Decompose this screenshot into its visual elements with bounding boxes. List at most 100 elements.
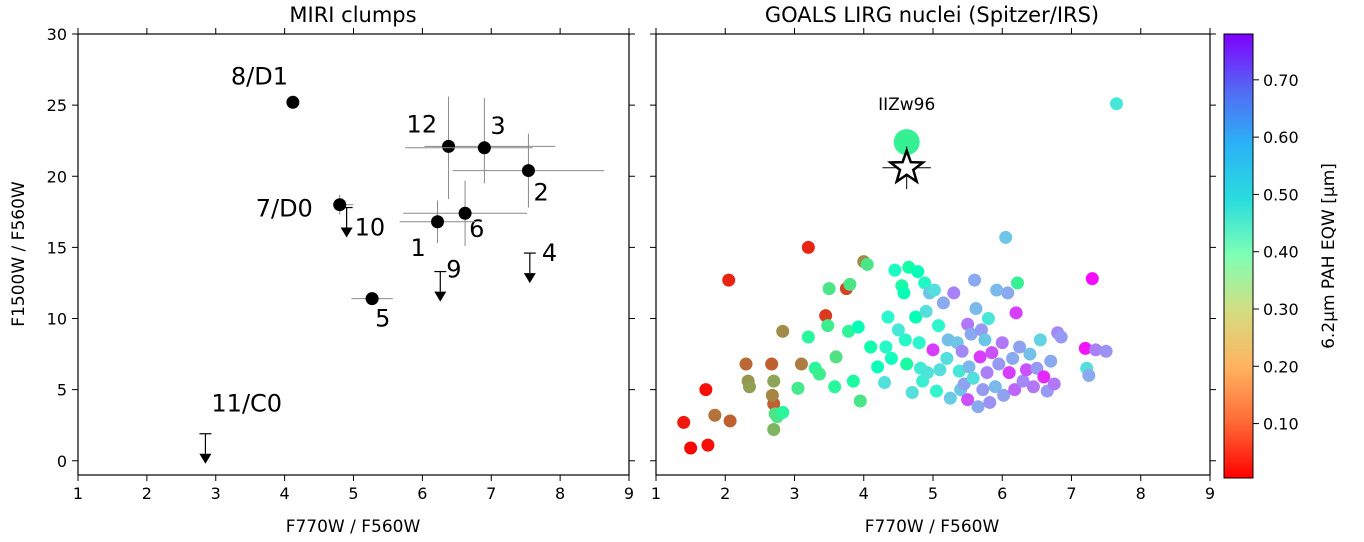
lirg-point [968, 273, 982, 287]
lirg-point [997, 388, 1011, 402]
lirg-point [920, 366, 934, 380]
colorbar-tick-label: 0.30 [1263, 300, 1299, 319]
lirg-point [1013, 340, 1027, 354]
upper-limit-arrow [523, 273, 536, 284]
lirg-point [969, 302, 983, 316]
lirg-point [871, 360, 885, 374]
lirg-point [1026, 380, 1040, 394]
iizw96-label: IIZw96 [878, 95, 935, 115]
clump-point [333, 198, 347, 212]
lirg-point [708, 408, 722, 422]
upper-limit-label: 9 [446, 256, 461, 284]
upper-limit-arrow [340, 227, 353, 238]
lirg-point [842, 324, 856, 338]
goals-lirg-panel: GOALS LIRG nuclei (Spitzer/IRS) IIZw96 1… [650, 3, 1216, 537]
lirg-point [881, 310, 895, 324]
lirg-point [742, 380, 756, 394]
lirg-point [851, 320, 865, 334]
p1-xtick-label: 7 [486, 484, 496, 503]
lirg-point [765, 357, 779, 371]
star-marker [887, 147, 927, 185]
lirg-point [980, 366, 994, 380]
lirg-point [1033, 333, 1047, 347]
lirg-point [911, 265, 925, 279]
panel1-title: MIRI clumps [289, 3, 416, 27]
lirg-point [929, 384, 943, 398]
clump-label: 8/D1 [231, 62, 288, 90]
p2-xtick-label: 9 [1205, 484, 1215, 503]
lirg-point [947, 286, 961, 300]
colorbar-tick-label: 0.70 [1263, 71, 1299, 90]
lirg-point [846, 374, 860, 388]
p2-xtick-label: 3 [789, 484, 799, 503]
lirg-point [962, 360, 976, 374]
colorbar: 0.10 0.20 0.30 0.40 0.50 0.60 0.70 6.2μm PAH E… [1223, 33, 1339, 479]
p1-xtick-label: 6 [417, 484, 427, 503]
clump-point [477, 141, 491, 155]
lirg-point [853, 394, 867, 408]
lirg-point [819, 309, 833, 323]
clump-label: 5 [375, 305, 390, 333]
p1-xtick-label: 8 [555, 484, 565, 503]
lirg-point [879, 340, 893, 354]
clump-point [431, 215, 445, 229]
upper-limit-arrow [434, 291, 447, 302]
lirg-point [961, 317, 975, 331]
lirg-point [884, 351, 898, 365]
lirg-point [1044, 354, 1058, 368]
lirg-point [1078, 341, 1092, 355]
lirg-point [891, 323, 905, 337]
clump-label: 2 [533, 179, 548, 207]
clump-label: 6 [469, 215, 484, 243]
lirg-point [988, 380, 1002, 394]
colorbar-gradient [1223, 33, 1254, 479]
lirg-point [952, 364, 966, 378]
lirg-point [864, 340, 878, 354]
lirg-point [821, 319, 835, 333]
lirg-point [981, 312, 995, 326]
lirg-point [933, 363, 947, 377]
lirg-point [822, 282, 836, 296]
panel2-marks: IIZw96 [677, 95, 1124, 455]
lirg-point [995, 336, 1009, 350]
colorbar-label: 6.2μm PAH EQW [μm] [1319, 163, 1339, 349]
panel1-ylabel: F1500W / F560W [9, 181, 29, 327]
lirg-point [829, 350, 843, 364]
p1-xtick-label: 2 [142, 484, 152, 503]
lirg-point [1099, 344, 1113, 358]
lirg-point [794, 357, 808, 371]
lirg-point [1082, 368, 1096, 382]
lirg-point [927, 283, 941, 297]
lirg-point [974, 323, 988, 337]
lirg-point [926, 343, 940, 357]
lirg-point [919, 304, 933, 318]
lirg-point [1016, 374, 1030, 388]
upper-limit-label: 4 [542, 239, 557, 267]
clump-point [365, 292, 379, 306]
clump-point [521, 164, 535, 178]
lirg-point [776, 405, 790, 419]
lirg-point [1085, 272, 1099, 286]
lirg-point [900, 357, 914, 371]
lirg-point [1037, 370, 1051, 384]
lirg-point [978, 333, 992, 347]
p2-xtick-label: 7 [1066, 484, 1076, 503]
colorbar-ticks: 0.10 0.20 0.30 0.40 0.50 0.60 0.70 [1253, 71, 1299, 434]
p1-ytick-label: 30 [47, 25, 67, 44]
lirg-point [999, 230, 1013, 244]
p1-ytick-label: 0 [57, 452, 67, 471]
upper-limit-arrow [199, 453, 212, 464]
panel2-xlabel: F770W / F560W [865, 517, 1000, 537]
clump-point [286, 95, 300, 109]
colorbar-tick-label: 0.20 [1263, 357, 1299, 376]
lirg-point [878, 376, 892, 390]
lirg-point [701, 438, 715, 452]
lirg-point [677, 415, 691, 429]
lirg-point [1001, 286, 1015, 300]
lirg-point [888, 263, 902, 277]
p1-xtick-label: 4 [280, 484, 290, 503]
lirg-point [971, 400, 985, 414]
lirg-point [722, 273, 736, 287]
lirg-point [985, 346, 999, 360]
lirg-point [860, 257, 874, 271]
